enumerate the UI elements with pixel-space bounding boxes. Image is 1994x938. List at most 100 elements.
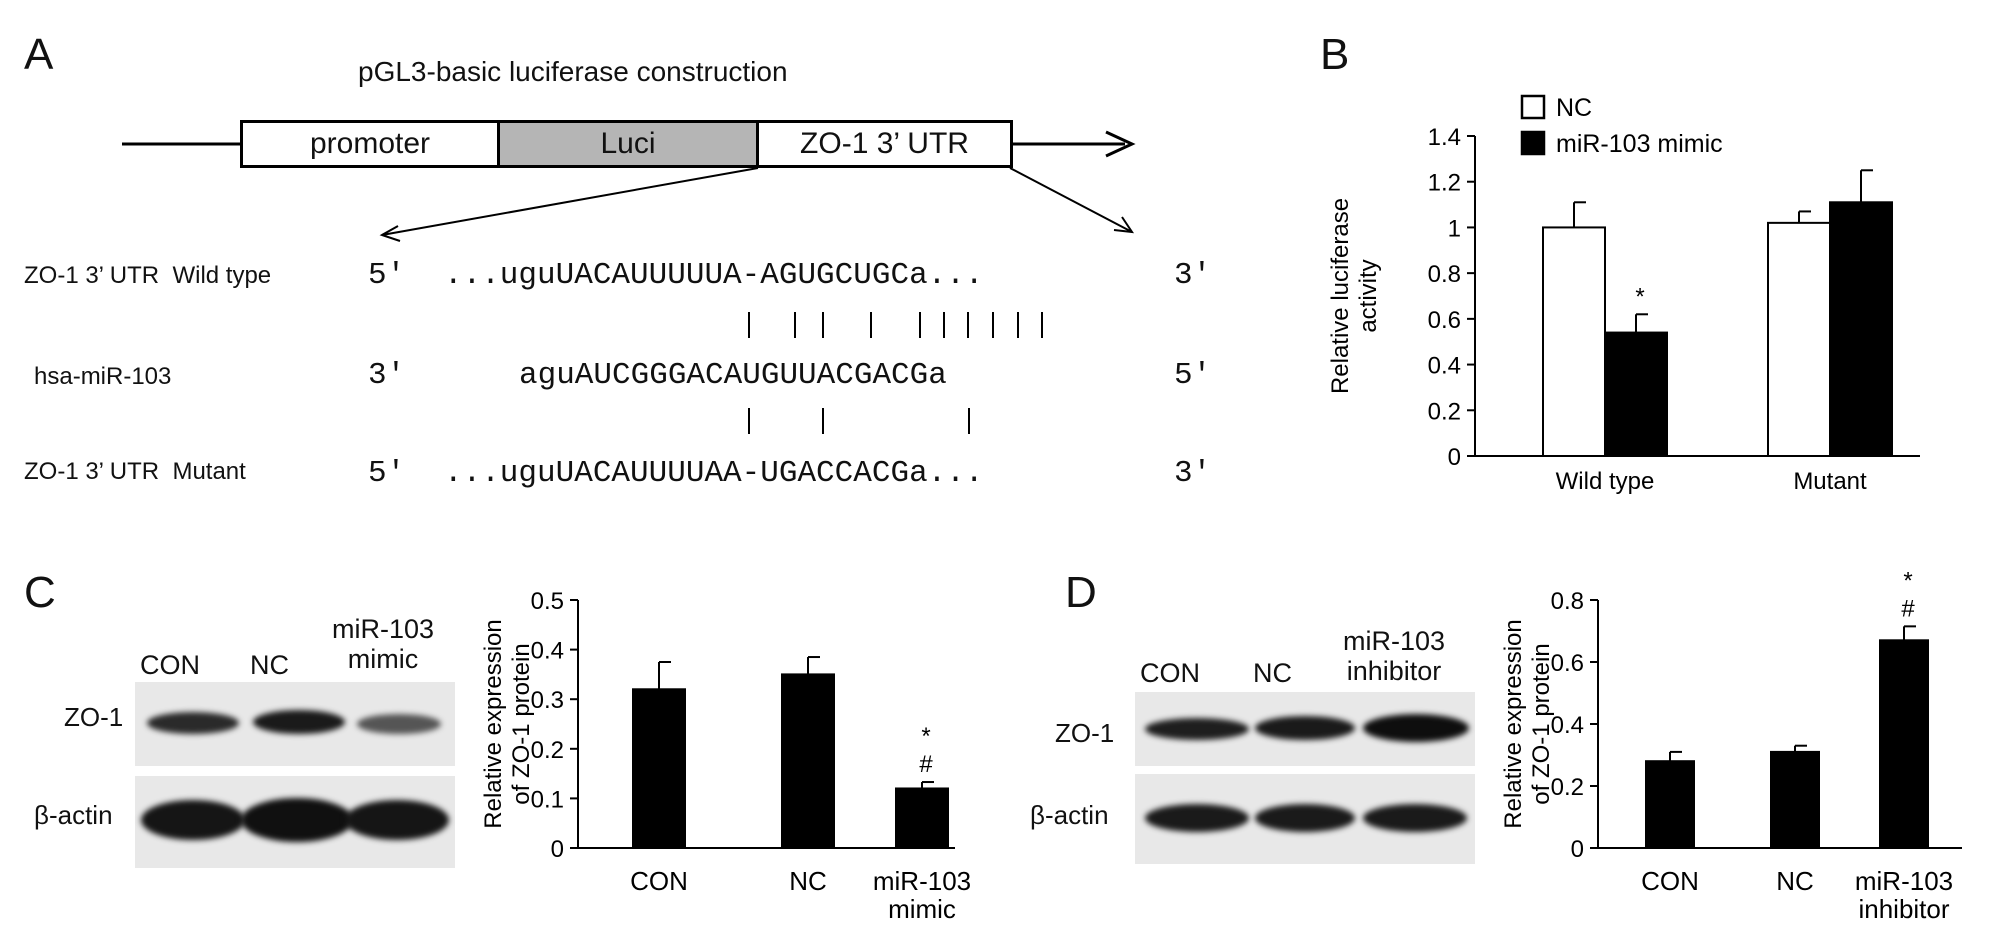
- chart-d-ytick-label: 0: [1571, 836, 1584, 863]
- expand-arrow-right-icon: [1113, 216, 1135, 234]
- chart-c-bar: [781, 673, 835, 850]
- blot-d-lane-con: CON: [1140, 658, 1200, 688]
- blot-c-zo1-band-1: [147, 712, 239, 734]
- chart-c-ytick-label: 0.2: [531, 737, 564, 764]
- chart-c-category-label: CON: [630, 866, 688, 896]
- chart-c-bar: [632, 688, 686, 850]
- chart-b-bar: [1767, 221, 1831, 457]
- blot-d-actin-band-1: [1145, 804, 1249, 832]
- chart-d-annotation: *: [1903, 567, 1912, 594]
- blot-c-lane-mimic: miR-103 mimic: [331, 614, 435, 674]
- chart-c-ytick-label: 0.5: [531, 588, 564, 615]
- chart-c-category-label: miR-103 mimic: [873, 866, 971, 924]
- blot-d-lane-inhibitor: miR-103 inhibitor: [1342, 626, 1446, 686]
- chart-b-ylabel: Relative luciferaseactivity: [1327, 198, 1382, 394]
- blot-d-zo1-band-3: [1363, 714, 1469, 742]
- pairing-marks: [748, 312, 1043, 434]
- chart-d-ytick-label: 0.8: [1551, 588, 1584, 615]
- chart-d-ylabel: Relative expressionof ZO-1 protein: [1500, 619, 1555, 828]
- chart-b-category-label: Wild type: [1556, 468, 1655, 495]
- blot-c-zo1-band-3: [357, 714, 441, 734]
- sequence-wild-type: ...uguUACAUUUUUA-AGUGCUGCa...: [444, 258, 984, 293]
- chart-c-annotation: #: [919, 751, 933, 778]
- sequence-mutant: ...uguUACAUUUUAA-UGACCACGa...: [444, 456, 984, 491]
- blot-c-actin-band-2: [241, 798, 353, 842]
- panel-d-letter: D: [1065, 568, 1097, 617]
- construct-luci: Luci: [497, 120, 759, 168]
- chart-c-ytick-label: 0.1: [531, 786, 564, 813]
- row-label-mutant: ZO-1 3’ UTR Mutant: [24, 458, 246, 485]
- chart-d-annotation: #: [1901, 595, 1915, 622]
- construct-title: pGL3-basic luciferase construction: [358, 56, 788, 87]
- panel-a-letter: A: [24, 30, 54, 79]
- blot-d-row-zo1: ZO-1: [1055, 718, 1115, 748]
- construct-utr-label: ZO-1 3’ UTR: [800, 127, 969, 160]
- expand-line-left: [381, 167, 759, 236]
- expand-line-right: [1009, 167, 1133, 233]
- row-end-right-mirna: 5′: [1174, 358, 1212, 393]
- chart-b-legend-swatch: [1520, 94, 1546, 120]
- chart-c-bar: [895, 787, 949, 849]
- chart-b-category-label: Mutant: [1793, 468, 1867, 495]
- expand-arrow-left-icon: [379, 225, 401, 242]
- sequence-mirna: aguAUCGGGACAUGUUACGACGa: [519, 358, 947, 393]
- chart-b-ytick-label: 1: [1448, 215, 1461, 242]
- chart-d-category-label: NC: [1776, 866, 1814, 896]
- chart-b-legend-label: NC: [1556, 94, 1592, 122]
- chart-b-ytick-label: 0.4: [1428, 353, 1461, 380]
- chart-c-ytick-label: 0: [551, 836, 564, 863]
- construct-promoter: promoter: [240, 120, 500, 168]
- row-end-left-mutant: 5′: [368, 456, 406, 491]
- chart-b-ytick-label: 0.8: [1428, 261, 1461, 288]
- row-end-right-mutant: 3′: [1174, 456, 1212, 491]
- chart-c-category-label: NC: [789, 866, 827, 896]
- blot-c-actin-band-3: [345, 800, 449, 840]
- row-end-left-wild-type: 5′: [368, 258, 406, 293]
- blot-c-actin: [135, 776, 455, 868]
- blot-d-lane-nc: NC: [1253, 658, 1292, 688]
- row-end-right-wild-type: 3′: [1174, 258, 1212, 293]
- blot-d-actin-band-3: [1363, 804, 1467, 832]
- row-label-mirna: hsa-miR-103: [34, 363, 172, 390]
- chart-b-legend-label: miR-103 mimic: [1556, 130, 1723, 158]
- panel-c-letter: C: [24, 568, 56, 617]
- blot-d-actin-band-2: [1255, 804, 1355, 832]
- chart-b-ytick-label: 1.2: [1428, 170, 1461, 197]
- blot-c-row-actin: β-actin: [34, 800, 113, 830]
- chart-d-bar: [1645, 760, 1695, 850]
- panel-b-letter: B: [1320, 30, 1350, 79]
- chart-d-ytick-label: 0.6: [1551, 650, 1584, 677]
- chart-c-ytick-label: 0.3: [531, 687, 564, 714]
- row-end-left-mirna: 3′: [368, 358, 406, 393]
- chart-b-ytick-label: 0.6: [1428, 307, 1461, 334]
- blot-c-zo1-band-2: [253, 710, 345, 734]
- chart-d-category-label: CON: [1641, 866, 1699, 896]
- blot-c-row-zo1: ZO-1: [64, 702, 124, 732]
- arrow-head-icon: [1105, 130, 1136, 158]
- chart-c-annotation: *: [921, 723, 930, 750]
- blot-c-lane-nc: NC: [250, 650, 289, 680]
- chart-b-legend-swatch: [1520, 130, 1546, 156]
- blot-c-actin-band-1: [141, 800, 245, 840]
- construct-luci-label: Luci: [600, 127, 656, 160]
- chart-b-ytick-label: 1.4: [1428, 124, 1461, 151]
- chart-d-ytick-label: 0.4: [1551, 712, 1584, 739]
- chart-d-bar: [1770, 750, 1820, 850]
- chart-b-annotation: *: [1635, 283, 1644, 310]
- blot-d-zo1: [1135, 692, 1475, 766]
- blot-d-actin: [1135, 774, 1475, 864]
- chart-d-ytick-label: 0.2: [1551, 774, 1584, 801]
- chart-b-ytick-label: 0.2: [1428, 398, 1461, 425]
- blot-d-zo1-band-2: [1255, 716, 1355, 740]
- blot-d-row-actin: β-actin: [1030, 800, 1109, 830]
- construct-line: [122, 130, 1136, 242]
- chart-b-ytick-label: 0: [1448, 444, 1461, 471]
- chart-c-ylabel: Relative expressionof ZO-1 protein: [480, 619, 535, 828]
- chart-d-bar: [1879, 639, 1929, 849]
- chart-b-bar: [1604, 331, 1668, 458]
- chart-c-ytick-label: 0.4: [531, 638, 564, 665]
- blot-c-zo1: [135, 682, 455, 766]
